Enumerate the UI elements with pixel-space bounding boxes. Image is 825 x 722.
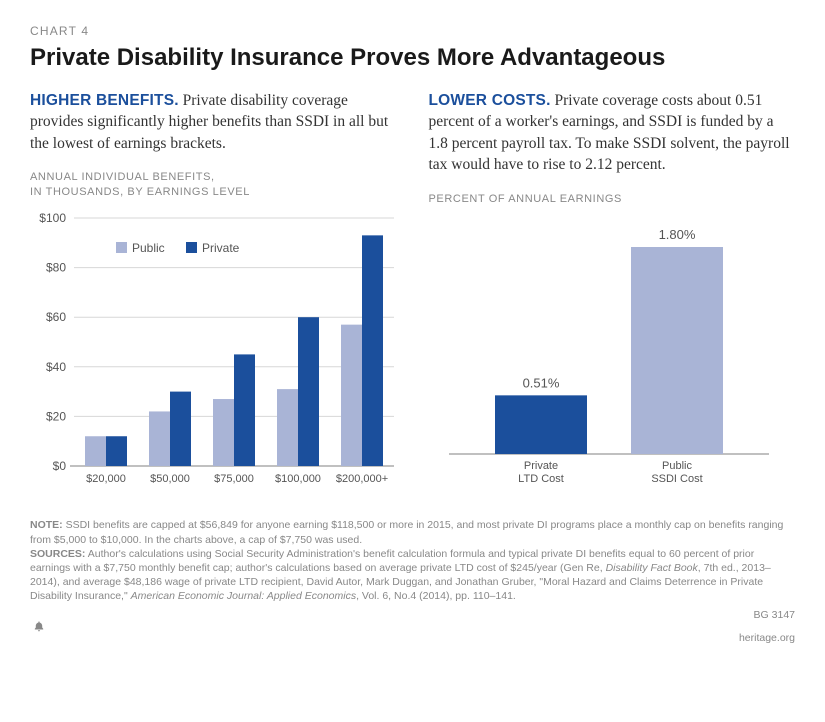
svg-text:$100: $100 [39, 211, 66, 225]
svg-text:Public: Public [132, 241, 165, 255]
sources-em2: American Economic Journal: Applied Econo… [131, 590, 356, 602]
right-subhead: PERCENT OF ANNUAL EARNINGS [429, 192, 796, 207]
left-kicker: HIGHER BENEFITS. [30, 92, 179, 109]
svg-text:$40: $40 [46, 360, 66, 374]
footnotes: NOTE: SSDI benefits are capped at $56,84… [30, 518, 795, 603]
footer-id: BG 3147 [754, 609, 795, 621]
sources-em1: Disability Fact Book [606, 562, 698, 574]
note-label: NOTE: [30, 519, 63, 531]
svg-text:$100,000: $100,000 [275, 473, 321, 485]
benefits-bar-chart: $0 $20 $40 $60 $80 $100 $20,000 $50,000 $75,000 $… [30, 206, 400, 496]
note-text: SSDI benefits are capped at $56,849 for … [30, 519, 783, 545]
svg-text:Public: Public [662, 460, 692, 472]
costs-bar-chart: 0.51% PrivateLTD Cost 1.80% PublicSSDI Cost [429, 212, 789, 502]
footer-site: heritage.org [739, 632, 795, 644]
bell-icon [34, 621, 44, 632]
sources-post: , Vol. 6, No.4 (2014), pp. 110–141. [356, 590, 516, 602]
svg-text:Private: Private [523, 460, 557, 472]
svg-text:$50,000: $50,000 [150, 473, 190, 485]
svg-text:Private: Private [202, 241, 240, 255]
footer: BG 3147 heritage.org [30, 609, 795, 644]
svg-text:$20,000: $20,000 [86, 473, 126, 485]
sources-label: SOURCES: [30, 548, 85, 560]
svg-text:1.80%: 1.80% [658, 227, 695, 242]
svg-text:$20: $20 [46, 409, 66, 423]
page-title: Private Disability Insurance Proves More… [30, 44, 795, 72]
svg-text:$200,000+: $200,000+ [336, 473, 388, 485]
right-lede: LOWER COSTS. Private coverage costs abou… [429, 90, 796, 176]
right-column: LOWER COSTS. Private coverage costs abou… [429, 90, 796, 502]
svg-text:0.51%: 0.51% [522, 376, 559, 391]
svg-text:$80: $80 [46, 260, 66, 274]
svg-text:$0: $0 [53, 459, 67, 473]
columns-wrap: HIGHER BENEFITS. Private disability cove… [30, 90, 795, 502]
left-subhead: ANNUAL INDIVIDUAL BENEFITS, IN THOUSANDS… [30, 170, 397, 200]
chart-number-label: CHART 4 [30, 24, 795, 38]
svg-text:SSDI Cost: SSDI Cost [651, 473, 702, 485]
right-kicker: LOWER COSTS. [429, 92, 551, 109]
left-column: HIGHER BENEFITS. Private disability cove… [30, 90, 397, 502]
svg-text:$60: $60 [46, 310, 66, 324]
svg-text:LTD Cost: LTD Cost [518, 473, 564, 485]
left-lede: HIGHER BENEFITS. Private disability cove… [30, 90, 397, 154]
svg-text:$75,000: $75,000 [214, 473, 254, 485]
